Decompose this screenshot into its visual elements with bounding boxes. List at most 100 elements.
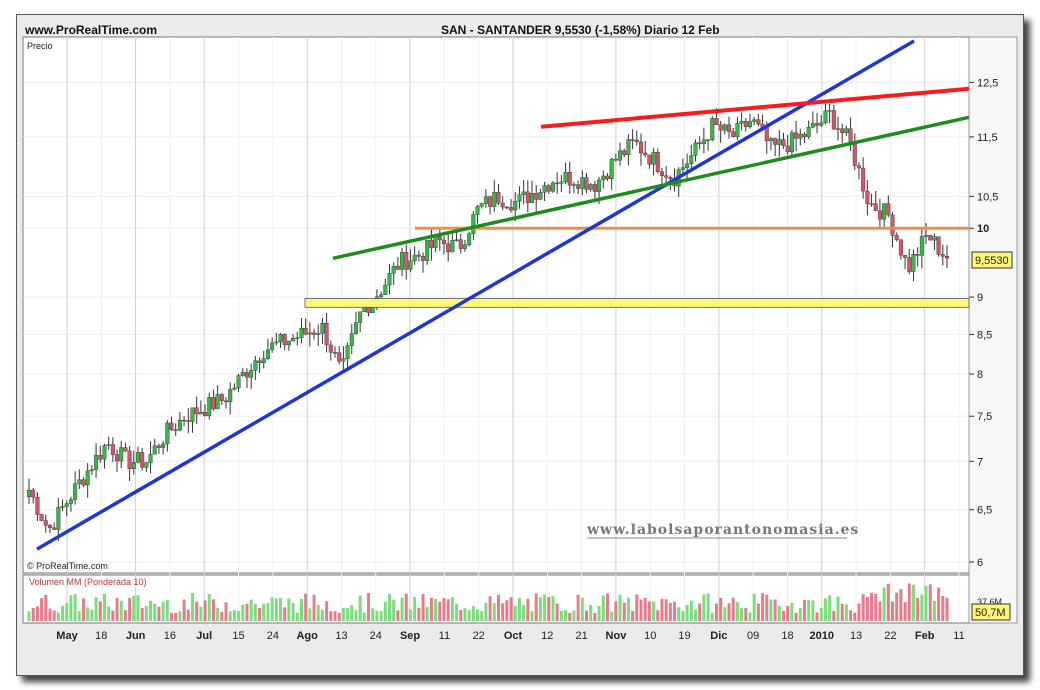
x-tick-label: Dic [710,630,727,642]
volume-bar [631,611,635,621]
y-tick-label: 7 [977,456,983,468]
candle-body [215,394,220,410]
candle-body [852,142,857,166]
y-tick-label: 10,5 [977,191,998,203]
candle-body [244,372,249,378]
volume-bar [815,612,819,621]
volume-bar [362,612,366,621]
volume-bar [622,602,626,621]
volume-bar [467,609,471,621]
candle-body [198,412,203,415]
volume-bar [522,605,526,621]
candle-body [882,203,887,220]
candle-body [794,132,799,139]
candle-body [701,139,706,145]
candle-body [634,139,639,143]
volume-bar [643,597,647,621]
candle-body [517,194,522,202]
volume-bar [128,597,132,621]
candle-body [768,138,773,142]
candle-body [550,182,555,192]
candle-body [324,322,329,346]
x-tick-label: 11 [439,630,450,642]
volume-bar [316,604,320,621]
candle-body [379,294,384,297]
candle-body [869,203,874,205]
candle-body [81,479,86,486]
volume-bar [685,604,689,621]
volume-bar [174,612,178,621]
candle-body [810,123,815,128]
volume-bar [65,603,69,621]
candle-body [659,171,664,176]
candle-body [85,470,90,486]
candle-body [521,191,526,195]
candle-body [563,172,568,183]
candle-body [559,181,564,184]
volume-bar [530,611,534,621]
volume-bar [408,609,412,621]
candle-body [643,152,648,156]
volume-bar [832,610,836,621]
candle-body [538,192,543,200]
volume-bar [429,597,433,621]
volume-bar [798,608,802,621]
price-label: Precio [27,41,53,51]
candle-body [219,394,224,401]
volume-bar [140,608,144,621]
x-tick-label: 18 [95,630,107,642]
volume-bar [484,602,488,621]
volume-bar [689,600,693,621]
candle-body [43,520,48,526]
volume-bar [379,611,383,621]
volume-bar [614,601,618,621]
candle-body [815,123,820,126]
candle-body [622,150,627,156]
volume-bar [568,612,572,621]
x-tick-label: 10 [644,630,656,642]
volume-bar [601,595,605,621]
volume-bar [844,604,848,621]
volume-bar [836,596,840,621]
volume-bar [744,607,748,621]
volume-bar [731,597,735,621]
volume-bar [417,608,421,621]
volume-bar [115,598,119,621]
candle-body [919,236,924,256]
volume-bar [446,599,450,621]
candle-body [777,139,782,145]
candle-body [316,333,321,335]
volume-bar [274,598,278,621]
candle-body [844,128,849,134]
volume-bar [220,611,224,621]
y-tick-label: 8 [977,369,983,381]
volume-bar [505,600,509,621]
volume-bar [308,608,312,621]
candle-body [567,172,572,186]
volume-badge: 50,7M [975,607,1006,619]
volume-bar [559,611,563,621]
volume-bar [572,610,576,621]
candle-body [542,185,547,193]
candle-body [571,184,576,186]
volume-bar [882,587,886,621]
x-tick-label: 24 [370,630,382,642]
chart-frame: www.ProRealTime.com SAN - SANTANDER 9,55… [16,14,1024,676]
candle-body [836,128,841,130]
candle-body [416,254,421,257]
volume-bar [664,599,668,621]
x-tick-label: Jun [126,630,146,642]
candle-body [865,190,870,204]
candle-body [60,506,65,508]
volume-bar [702,594,706,621]
price-badge-box [971,251,1013,269]
volume-bar [241,604,245,621]
volume-bar [932,600,936,621]
candle-body [580,177,585,189]
candle-body [400,251,405,270]
volume-bar [471,606,475,621]
candle-body [232,387,237,390]
x-tick-label: Oct [504,630,523,642]
candle-body [714,118,719,125]
candle-body [697,142,702,145]
